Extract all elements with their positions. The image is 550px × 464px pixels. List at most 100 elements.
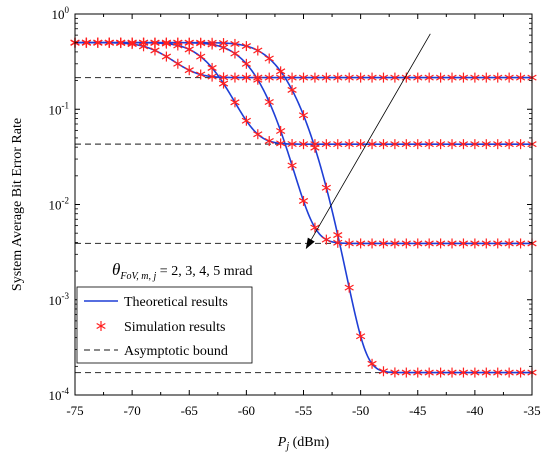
x-tick-label: -45 — [409, 403, 426, 418]
simulation-point — [424, 72, 434, 83]
simulation-point — [264, 97, 274, 108]
simulation-point — [310, 72, 320, 83]
simulation-point — [413, 72, 423, 83]
y-tick-label: 10-4 — [49, 386, 70, 403]
simulation-point — [355, 238, 366, 249]
simulation-point — [196, 51, 206, 62]
simulation-point — [401, 72, 411, 83]
annotation-values: = 2, 3, 4, 5 mrad — [156, 264, 252, 279]
legend: Theoretical results Simulation results A… — [76, 286, 253, 364]
simulation-point — [218, 42, 229, 53]
x-axis-label-unit: (dBm) — [289, 435, 329, 450]
simulation-point — [435, 238, 446, 249]
simulation-point — [321, 139, 331, 150]
y-tick-base: 10 — [49, 293, 62, 308]
annotation-arrow-head — [305, 237, 315, 250]
simulation-point — [367, 358, 377, 369]
simulation-point — [321, 234, 331, 245]
simulation-point — [390, 238, 400, 249]
simulation-point — [481, 72, 491, 83]
simulation-point — [230, 38, 240, 49]
simulation-point — [504, 139, 514, 150]
simulation-point — [504, 72, 514, 83]
y-tick-exponent: -2 — [62, 196, 70, 206]
simulation-point — [435, 139, 446, 150]
simulation-point — [493, 238, 503, 249]
simulation-point — [515, 139, 526, 150]
simulation-point — [184, 65, 194, 76]
y-tick-base: 10 — [49, 102, 62, 117]
x-axis-label: Pj (dBm) — [277, 435, 330, 452]
simulation-point — [481, 367, 491, 378]
annotation-theta: θ — [112, 260, 120, 279]
simulation-point — [493, 367, 503, 378]
simulation-point — [230, 48, 240, 59]
simulation-point — [493, 139, 503, 150]
simulation-point — [264, 72, 274, 83]
simulation-point — [401, 238, 411, 249]
simulation-point — [173, 40, 183, 51]
simulation-point — [458, 72, 469, 83]
simulation-point — [93, 37, 103, 48]
simulation-point — [241, 72, 252, 83]
simulation-point — [298, 110, 309, 121]
x-tick-label: -75 — [66, 403, 83, 418]
simulation-point — [310, 222, 320, 233]
simulation-point — [401, 367, 411, 378]
simulation-point — [218, 72, 229, 83]
annotation-text: θFoV, m, j = 2, 3, 4, 5 mrad — [112, 260, 252, 282]
y-tick-exponent: -4 — [62, 386, 70, 396]
simulation-point — [367, 139, 377, 150]
simulation-point — [435, 72, 446, 83]
y-axis-label: System Average Bit Error Rate — [10, 118, 25, 291]
simulation-point — [378, 72, 389, 83]
simulation-point — [424, 139, 434, 150]
y-tick-label: 10-1 — [49, 100, 70, 117]
simulation-point — [253, 45, 263, 56]
simulation-point — [138, 41, 149, 52]
x-tick-label: -60 — [238, 403, 255, 418]
simulation-point — [390, 139, 400, 150]
simulation-point — [196, 38, 206, 49]
simulation-point — [504, 367, 514, 378]
legend-item-simulation: Simulation results — [96, 320, 226, 335]
x-tick-label: -50 — [352, 403, 369, 418]
y-tick-base: 10 — [52, 7, 65, 22]
x-tick-label: -40 — [466, 403, 483, 418]
simulation-point — [276, 138, 286, 149]
simulation-point — [447, 238, 457, 249]
simulation-point — [150, 45, 160, 56]
simulation-point — [230, 72, 240, 83]
simulation-point — [116, 38, 126, 49]
y-tick-exponent: 0 — [65, 5, 70, 15]
simulation-point — [481, 238, 491, 249]
simulation-point — [196, 69, 206, 80]
fov-annotation: θFoV, m, j = 2, 3, 4, 5 mrad — [112, 33, 431, 282]
legend-theoretical-label: Theoretical results — [124, 295, 228, 310]
annotation-arrow-line — [310, 33, 431, 240]
x-tick-label: -70 — [123, 403, 140, 418]
simulation-point — [458, 139, 469, 150]
simulation-point — [184, 44, 194, 55]
legend-simulation-swatch — [96, 321, 106, 331]
simulation-point — [287, 160, 297, 171]
simulation-point — [230, 97, 240, 108]
legend-asymptotic-label: Asymptotic bound — [124, 344, 228, 359]
simulation-point — [241, 115, 252, 126]
simulation-point — [253, 72, 263, 83]
simulation-point — [401, 139, 411, 150]
simulation-point — [321, 182, 331, 193]
simulation-point — [344, 238, 354, 249]
simulation-point — [241, 58, 252, 69]
legend-item-theoretical: Theoretical results — [84, 295, 228, 310]
simulation-point — [413, 139, 423, 150]
simulation-point — [447, 139, 457, 150]
simulation-point — [470, 367, 480, 378]
simulation-point — [333, 72, 343, 83]
simulation-point — [355, 72, 366, 83]
y-tick-exponent: -3 — [62, 291, 70, 301]
simulation-point — [104, 37, 114, 48]
simulation-point — [276, 125, 286, 136]
